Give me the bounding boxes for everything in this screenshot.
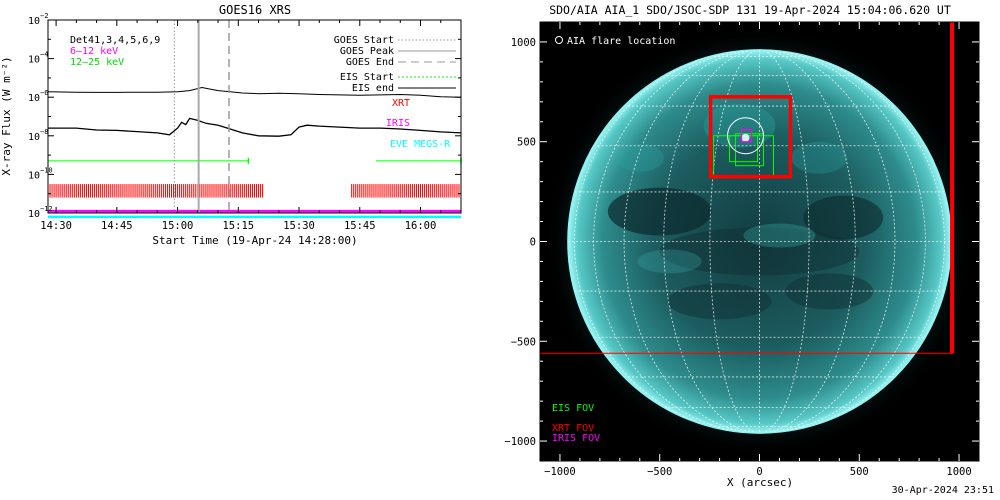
aia-ytick-label-2: 0 [530, 237, 536, 249]
legend-6-12-kev: 6–12 keV [70, 46, 118, 57]
aia-xtick-label-4: 1000 [946, 466, 971, 478]
goes-xrs-chart: GOES16 XRS X-ray Flux (W m⁻²) Start Time… [0, 3, 462, 247]
legend-12-25-kev: 12–25 keV [70, 57, 124, 68]
goes-ytick-exp-5: −12 [40, 205, 53, 213]
aia-image-chart: SDO/AIA AIA_1 SDO/JSOC-SDP 131 19-Apr-20… [504, 3, 980, 489]
xrt-obs-ticks-1 [351, 184, 462, 198]
goes-xtick-label-4: 15:30 [283, 220, 315, 232]
iris-fov [740, 129, 753, 143]
goes-series-0 [47, 86, 462, 98]
goes-ytick-label-4: 10 [28, 170, 40, 181]
goes-xtick-label-3: 15:15 [222, 220, 254, 232]
flare-location-circle [727, 117, 764, 155]
legend-eis-1: EIS end [352, 83, 394, 94]
flare-bright-spot [741, 133, 750, 142]
xrt-fov [708, 95, 793, 179]
goes-ytick-label-3: 10 [28, 132, 40, 143]
aia-xlabel: X (arcsec) [727, 476, 793, 489]
goes-ylabel: X-ray Flux (W m⁻²) [0, 56, 13, 175]
goes-ytick-exp-2: −6 [40, 89, 48, 97]
aia-title: SDO/AIA AIA_1 SDO/JSOC-SDP 131 19-Apr-20… [549, 3, 951, 17]
legend-eis-0: EIS Start [340, 72, 394, 83]
flare-legend-symbol [555, 36, 563, 44]
legend-instrument-1: IRIS [386, 118, 410, 129]
aia-xtick-label-2: 0 [756, 466, 762, 478]
goes-xtick-label-6: 16:00 [405, 220, 437, 232]
heliographic-grid [567, 49, 952, 434]
aia-ytick-label-0: 1000 [511, 37, 536, 49]
fov-legend-0: EIS FOV [552, 403, 594, 414]
goes-ytick-exp-0: −2 [40, 12, 48, 20]
legend-instrument-0: XRT [392, 98, 410, 109]
legend-goes-2: GOES End [346, 57, 394, 68]
legend-goes-0: GOES Start [334, 35, 394, 46]
aia-xtick-label-0: −1000 [544, 466, 576, 478]
goes-ytick-label-5: 10 [28, 209, 40, 220]
xrt-obs-ticks-0 [47, 184, 264, 198]
goes-ytick-label-0: 10 [28, 16, 40, 27]
goes-xtick-label-2: 15:00 [162, 220, 194, 232]
flare-legend-label: AIA flare location [567, 36, 675, 47]
fov-legend-1: XRT FOV [552, 423, 594, 434]
footer-timestamp: 30-Apr-2024 23:51 [891, 485, 994, 496]
aia-ytick-label-4: −1000 [504, 436, 536, 448]
aia-ytick-label-3: −500 [511, 336, 536, 348]
goes-series-1 [48, 117, 462, 137]
goes-ytick-exp-3: −8 [40, 128, 48, 136]
legend-goes-1: GOES Peak [340, 46, 394, 57]
goes-ytick-label-1: 10 [28, 55, 40, 66]
goes-xtick-label-1: 14:45 [101, 220, 133, 232]
aia-ytick-label-1: 500 [517, 137, 536, 149]
fov-legend-2: IRIS FOV [552, 433, 600, 444]
goes-detectors-label: Det41,3,4,5,6,9 [70, 35, 160, 46]
eis-fov-2 [735, 133, 764, 167]
goes-xlabel: Start Time (19-Apr-24 14:28:00) [152, 234, 357, 247]
legend-instrument-2: EVE MEGS-R [390, 139, 451, 150]
goes-xtick-label-0: 14:30 [40, 220, 72, 232]
aia-xtick-label-3: 500 [850, 466, 869, 478]
goes-ytick-exp-4: −10 [40, 166, 53, 174]
goes-xtick-label-5: 15:45 [344, 220, 376, 232]
goes-plot-area [48, 20, 461, 213]
aia-xtick-label-1: −500 [647, 466, 672, 478]
goes-ytick-label-2: 10 [28, 93, 40, 104]
goes-ytick-exp-1: −4 [40, 51, 48, 59]
goes-title: GOES16 XRS [219, 3, 291, 17]
